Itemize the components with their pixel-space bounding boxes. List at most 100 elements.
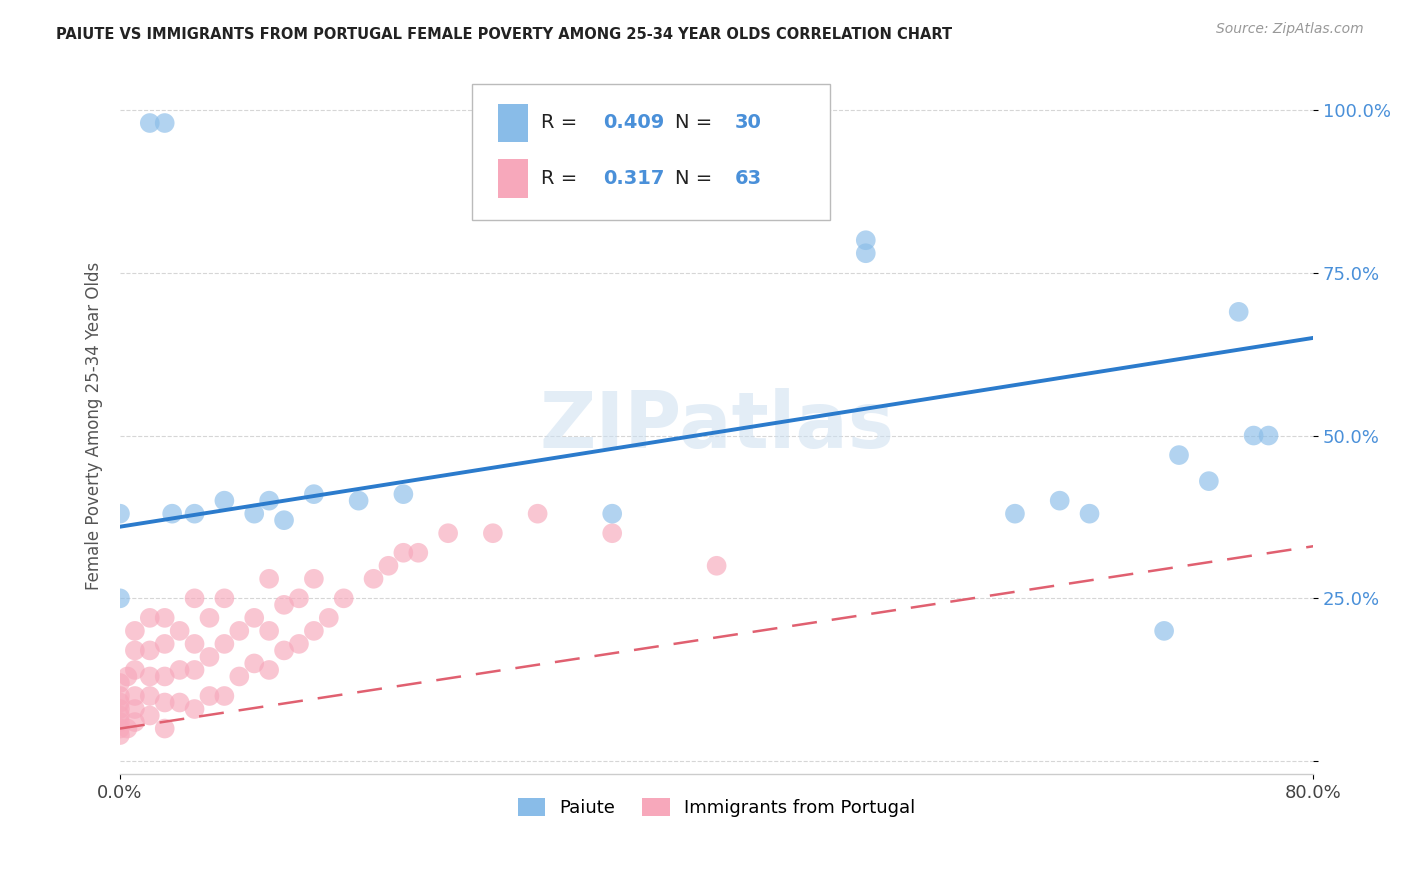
Point [214, 591, 236, 606]
Point [183, 507, 205, 521]
Point [363, 572, 385, 586]
Text: 0.409: 0.409 [603, 113, 665, 132]
Point [117, 669, 139, 683]
Point [214, 689, 236, 703]
Text: N =: N = [675, 113, 718, 132]
Point [183, 637, 205, 651]
Point [153, 611, 176, 625]
Point [1243, 428, 1265, 442]
Point [257, 663, 280, 677]
Point [257, 624, 280, 638]
Point [108, 507, 131, 521]
Point [108, 591, 131, 606]
Point [243, 657, 266, 671]
Text: Source: ZipAtlas.com: Source: ZipAtlas.com [1216, 22, 1364, 37]
Point [273, 513, 295, 527]
Point [392, 546, 415, 560]
Bar [498, 103, 529, 142]
Point [108, 702, 131, 716]
Text: ZIPatlas: ZIPatlas [538, 388, 894, 464]
Point [1198, 474, 1220, 488]
Point [408, 546, 430, 560]
Point [273, 643, 295, 657]
Point [243, 507, 266, 521]
Point [117, 722, 139, 736]
Point [1153, 624, 1175, 638]
Text: N =: N = [675, 169, 718, 188]
Text: 0.317: 0.317 [603, 169, 665, 188]
Point [124, 689, 146, 703]
Bar [498, 160, 529, 198]
Point [257, 493, 280, 508]
Legend: Paiute, Immigrants from Portugal: Paiute, Immigrants from Portugal [510, 790, 922, 824]
Point [139, 643, 162, 657]
Point [108, 708, 131, 723]
Point [108, 722, 131, 736]
Point [198, 649, 221, 664]
Point [124, 663, 146, 677]
Point [198, 689, 221, 703]
Point [124, 714, 146, 729]
Point [706, 558, 728, 573]
Point [183, 702, 205, 716]
Point [1078, 507, 1101, 521]
Point [302, 572, 325, 586]
Point [332, 591, 354, 606]
Point [347, 493, 370, 508]
Point [169, 624, 191, 638]
Point [198, 611, 221, 625]
Point [302, 487, 325, 501]
Point [1004, 507, 1026, 521]
Y-axis label: Female Poverty Among 25-34 Year Olds: Female Poverty Among 25-34 Year Olds [86, 261, 103, 590]
Point [214, 637, 236, 651]
Point [288, 637, 311, 651]
Point [228, 624, 250, 638]
Point [108, 676, 131, 690]
Point [169, 696, 191, 710]
Point [1257, 428, 1279, 442]
Point [600, 526, 623, 541]
Point [153, 637, 176, 651]
Text: 63: 63 [734, 169, 762, 188]
Point [153, 696, 176, 710]
Point [139, 116, 162, 130]
Point [273, 598, 295, 612]
Point [288, 591, 311, 606]
Point [392, 487, 415, 501]
Text: R =: R = [541, 169, 583, 188]
Point [855, 246, 877, 260]
Point [169, 663, 191, 677]
Point [183, 663, 205, 677]
Point [108, 689, 131, 703]
Point [302, 624, 325, 638]
Point [600, 507, 623, 521]
Point [183, 591, 205, 606]
Point [257, 572, 280, 586]
Text: 30: 30 [734, 113, 762, 132]
Point [243, 611, 266, 625]
Point [139, 689, 162, 703]
Point [377, 558, 399, 573]
Point [153, 669, 176, 683]
Point [153, 722, 176, 736]
Point [139, 708, 162, 723]
Point [228, 669, 250, 683]
Point [318, 611, 340, 625]
Point [124, 643, 146, 657]
Point [1227, 305, 1250, 319]
Point [482, 526, 505, 541]
Point [108, 696, 131, 710]
Point [139, 611, 162, 625]
Point [124, 702, 146, 716]
FancyBboxPatch shape [472, 85, 830, 220]
Point [139, 669, 162, 683]
Point [855, 233, 877, 247]
Point [160, 507, 183, 521]
Point [108, 714, 131, 729]
Point [1168, 448, 1191, 462]
Point [437, 526, 460, 541]
Point [108, 728, 131, 742]
Text: R =: R = [541, 113, 583, 132]
Point [526, 507, 548, 521]
Point [1049, 493, 1071, 508]
